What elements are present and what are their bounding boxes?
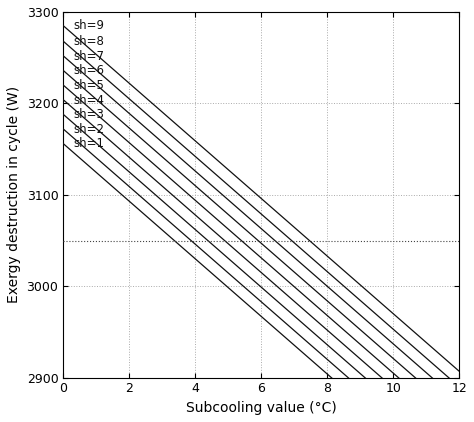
Text: sh=7: sh=7: [73, 50, 104, 62]
Text: sh=8: sh=8: [73, 35, 104, 48]
Text: sh=3: sh=3: [73, 108, 104, 121]
Text: sh=4: sh=4: [73, 94, 104, 106]
Y-axis label: Exergy destruction in cycle (W): Exergy destruction in cycle (W): [7, 86, 21, 303]
Text: sh=9: sh=9: [73, 19, 104, 32]
Text: sh=2: sh=2: [73, 123, 104, 136]
X-axis label: Subcooling value (°C): Subcooling value (°C): [186, 401, 337, 415]
Text: sh=5: sh=5: [73, 79, 104, 92]
Text: sh=1: sh=1: [73, 138, 104, 150]
Text: sh=6: sh=6: [73, 64, 104, 77]
